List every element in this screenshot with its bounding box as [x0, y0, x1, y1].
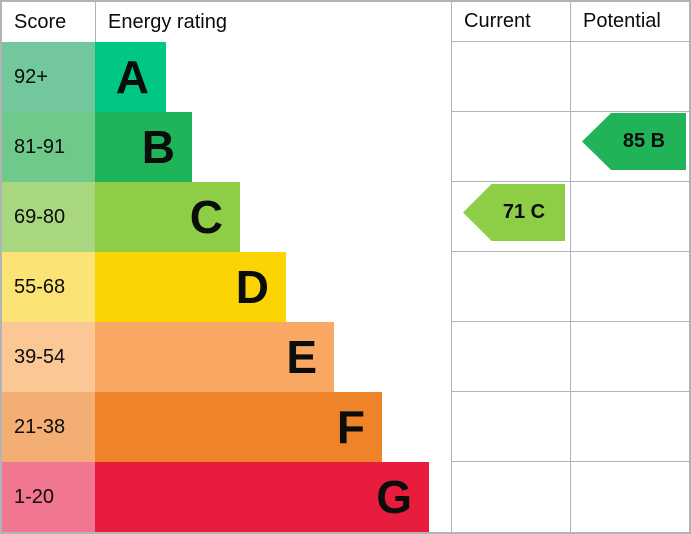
- score-range-e: 39-54: [2, 322, 95, 392]
- potential-rating-label: 85 B: [622, 130, 666, 152]
- current-cell-e: [451, 322, 570, 392]
- potential-cell-e: [570, 322, 689, 392]
- band-letter-d: D: [235, 261, 269, 313]
- header-energy-rating: Energy rating: [95, 2, 451, 42]
- score-range-f: 21-38: [2, 392, 95, 462]
- band-bar-cell-a: A: [95, 42, 451, 112]
- band-letter-a: A: [115, 51, 149, 103]
- band-bar-g: G: [95, 462, 429, 532]
- current-cell-g: [451, 462, 570, 532]
- band-bar-f: F: [95, 392, 382, 462]
- score-range-a: 92+: [2, 42, 95, 112]
- band-bar-cell-d: D: [95, 252, 451, 322]
- band-bar-d: D: [95, 252, 286, 322]
- band-bar-cell-e: E: [95, 322, 451, 392]
- band-letter-e: E: [286, 331, 317, 383]
- score-range-g: 1-20: [2, 462, 95, 532]
- potential-cell-c: [570, 182, 689, 252]
- band-letter-c: C: [189, 191, 223, 243]
- header-current: Current: [451, 2, 570, 42]
- potential-cell-f: [570, 392, 689, 462]
- current-cell-c: 71 C: [451, 182, 570, 252]
- potential-cell-a: [570, 42, 689, 112]
- band-bar-c: C: [95, 182, 240, 252]
- score-range-d: 55-68: [2, 252, 95, 322]
- band-letter-b: B: [141, 121, 175, 173]
- current-rating-arrow: 71 C: [463, 184, 565, 241]
- current-cell-b: [451, 112, 570, 182]
- band-letter-g: G: [376, 471, 412, 523]
- current-rating-label: 71 C: [502, 201, 546, 223]
- current-cell-f: [451, 392, 570, 462]
- current-cell-d: [451, 252, 570, 322]
- potential-cell-b: 85 B: [570, 112, 689, 182]
- potential-rating-arrow: 85 B: [582, 113, 686, 170]
- band-bar-b: B: [95, 112, 192, 182]
- band-bar-cell-f: F: [95, 392, 451, 462]
- potential-cell-d: [570, 252, 689, 322]
- band-bar-a: A: [95, 42, 166, 112]
- band-bar-cell-c: C: [95, 182, 451, 252]
- band-bar-cell-g: G: [95, 462, 451, 532]
- band-bar-cell-b: B: [95, 112, 451, 182]
- header-potential: Potential: [570, 2, 689, 42]
- band-letter-f: F: [336, 401, 365, 453]
- potential-cell-g: [570, 462, 689, 532]
- score-range-c: 69-80: [2, 182, 95, 252]
- header-score: Score: [2, 2, 95, 42]
- current-cell-a: [451, 42, 570, 112]
- score-range-b: 81-91: [2, 112, 95, 182]
- band-bar-e: E: [95, 322, 334, 392]
